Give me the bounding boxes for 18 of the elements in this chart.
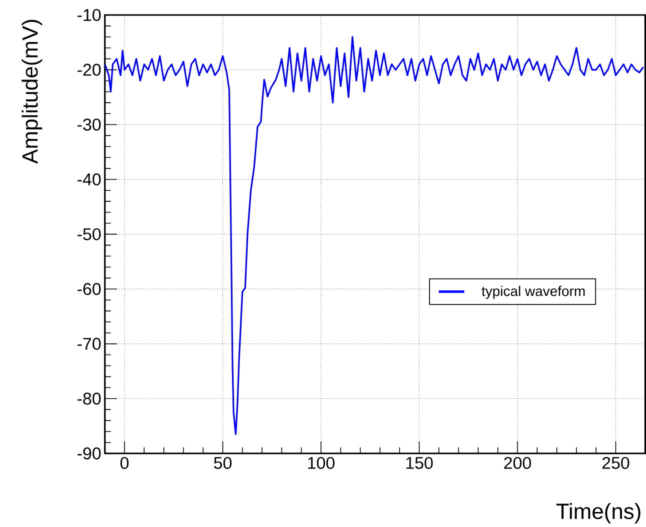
x-tick-label: 0	[120, 457, 129, 470]
x-tick-label: 150	[406, 457, 433, 470]
y-axis-title: Amplitude(mV)	[22, 20, 42, 164]
y-tick-label: -10	[78, 9, 101, 22]
x-tick-label: 100	[308, 457, 335, 470]
y-tick-label: -20	[78, 64, 101, 76]
y-tick-label: -60	[78, 283, 101, 296]
y-tick-label: -40	[78, 173, 101, 186]
x-axis-title: Time(ns)	[556, 503, 640, 524]
x-tick-label: 250	[602, 457, 630, 470]
x-tick-label: 200	[504, 457, 531, 470]
legend-label: typical waveform	[482, 286, 585, 299]
y-tick-label: -30	[78, 118, 101, 131]
y-tick-label: -90	[78, 448, 101, 460]
y-tick-label: -50	[78, 228, 101, 240]
y-tick-label: -80	[78, 392, 101, 405]
x-tick-label: 50	[214, 457, 232, 470]
y-tick-label: -70	[78, 338, 101, 350]
